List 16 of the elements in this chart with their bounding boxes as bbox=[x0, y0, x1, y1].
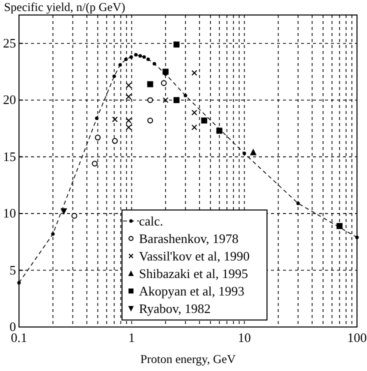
legend-label: Barashenkov, 1978 bbox=[139, 231, 239, 246]
y-axis-title: Specific yield, n/(p GeV) bbox=[4, 0, 126, 14]
x-tick-label: 100 bbox=[347, 330, 367, 345]
legend-label: Ryabov, 1982 bbox=[139, 301, 211, 316]
legend-label: Vassil'kov et al, 1990 bbox=[139, 248, 250, 264]
y-tick-label: 20 bbox=[3, 92, 16, 108]
y-tick-label: 5 bbox=[10, 262, 16, 278]
x-tick-label: 1 bbox=[128, 330, 135, 345]
y-tick-label: 25 bbox=[3, 35, 16, 50]
legend-label: Shibazaki et al, 1995 bbox=[139, 266, 248, 281]
y-tick-label: 10 bbox=[3, 206, 16, 221]
legend-label: Akopyan et al, 1993 bbox=[139, 284, 244, 298]
y-tick-label: 15 bbox=[3, 148, 16, 164]
x-axis-title: Proton energy, GeV bbox=[140, 352, 236, 366]
x-tick-label: 10 bbox=[238, 330, 251, 345]
legend-label: calc. bbox=[139, 214, 164, 228]
